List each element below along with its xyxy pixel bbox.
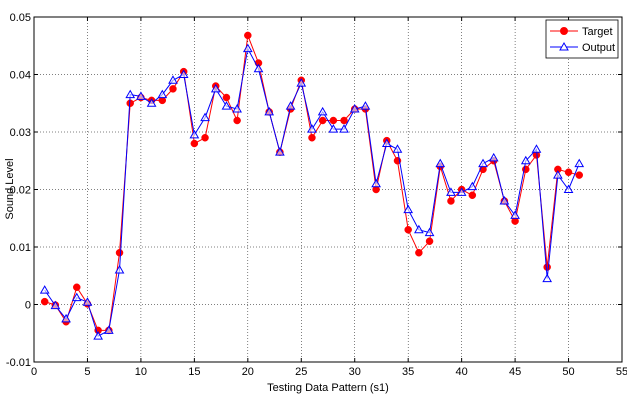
x-axis-label: Testing Data Pattern (s1): [267, 382, 389, 394]
y-tick-label: 0: [25, 300, 31, 312]
y-tick-label: 0.04: [10, 70, 31, 82]
data-point-target: [41, 298, 48, 305]
data-point-target: [469, 192, 476, 199]
data-point-target: [415, 249, 422, 256]
x-tick-label: 35: [402, 366, 414, 378]
x-tick-label: 15: [188, 366, 200, 378]
data-point-target: [319, 117, 326, 124]
data-point-target: [223, 94, 230, 101]
x-tick-label: 10: [135, 366, 147, 378]
data-point-target: [234, 117, 241, 124]
x-tick-label: 25: [295, 366, 307, 378]
data-point-target: [565, 169, 572, 176]
data-point-target: [191, 140, 198, 147]
x-tick-label: 55: [616, 366, 627, 378]
x-tick-label: 45: [509, 366, 521, 378]
legend-target-marker: [561, 28, 568, 35]
x-tick-label: 0: [31, 366, 37, 378]
data-point-target: [308, 134, 315, 141]
x-tick-label: 5: [84, 366, 90, 378]
x-tick-label: 50: [562, 366, 574, 378]
data-point-target: [73, 284, 80, 291]
y-axis-label: Sound Level: [4, 158, 16, 219]
y-tick-label: -0.01: [6, 357, 31, 369]
legend-output-label: Output: [582, 42, 615, 54]
data-point-target: [576, 172, 583, 179]
data-point-target: [202, 134, 209, 141]
legend-target-label: Target: [582, 26, 613, 38]
y-tick-label: 0.01: [10, 242, 31, 254]
x-tick-label: 30: [349, 366, 361, 378]
data-point-target: [426, 238, 433, 245]
data-point-target: [341, 117, 348, 124]
data-point-target: [116, 249, 123, 256]
data-point-target: [405, 226, 412, 233]
data-point-target: [330, 117, 337, 124]
legend: Target Output: [546, 20, 618, 58]
data-point-target: [169, 85, 176, 92]
data-point-target: [544, 264, 551, 271]
x-tick-label: 20: [242, 366, 254, 378]
y-tick-label: 0.03: [10, 127, 31, 139]
x-tick-label: 40: [456, 366, 468, 378]
y-tick-label: 0.05: [10, 12, 31, 24]
data-point-target: [244, 32, 251, 39]
data-point-target: [447, 198, 454, 205]
